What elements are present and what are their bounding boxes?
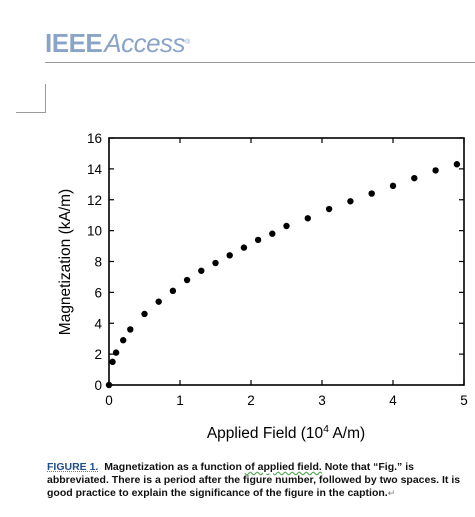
data-point <box>283 222 290 230</box>
data-point <box>198 267 205 274</box>
data-point <box>183 276 191 284</box>
x-axis-label: Applied Field (104 A/m) <box>207 423 365 442</box>
logo-access-text: Access <box>104 28 186 58</box>
data-point <box>109 358 116 366</box>
data-point <box>453 161 461 168</box>
x-axis-label-main: Applied Field (10 <box>207 425 324 442</box>
data-point <box>169 287 177 295</box>
data-point <box>141 310 148 318</box>
y-tick-label: 14 <box>87 162 103 177</box>
caption-figure-number: FIGURE 1. <box>47 461 99 473</box>
caption-title-end: of applied field. <box>244 461 322 473</box>
y-tick-label: 6 <box>94 285 102 300</box>
data-point <box>105 381 113 389</box>
x-axis-label-unit: A/m) <box>329 425 365 442</box>
data-point <box>120 337 127 344</box>
x-axis-ticks: 0 1 2 3 4 5 <box>105 138 468 408</box>
margin-corner-mark-vertical <box>45 84 46 112</box>
data-point <box>389 182 397 190</box>
y-axis-label: Magnetization (kA/m) <box>57 189 74 335</box>
data-points <box>105 161 461 389</box>
y-axis-ticks: 0 2 4 6 8 10 12 14 16 <box>87 131 464 393</box>
logo-ieee-text: IEEE <box>45 28 103 58</box>
data-point <box>240 244 248 251</box>
data-point <box>226 252 233 259</box>
x-axis-label-exponent: 4 <box>323 423 329 435</box>
data-point <box>112 349 120 356</box>
data-point <box>254 236 262 244</box>
y-tick-label: 10 <box>87 224 102 239</box>
caption-body: Note that “Fig.” is abbreviated. There i… <box>47 461 461 499</box>
margin-corner-mark-horizontal <box>16 112 46 113</box>
x-tick-label: 0 <box>105 393 113 408</box>
y-tick-label: 8 <box>94 255 102 270</box>
plot-frame <box>108 137 465 386</box>
data-point <box>432 167 439 174</box>
data-point <box>347 198 354 205</box>
x-tick-label: 3 <box>318 393 326 408</box>
y-tick-label: 4 <box>94 316 102 331</box>
data-point <box>368 190 375 197</box>
logo-registered-mark: ® <box>185 39 190 46</box>
data-point <box>212 259 219 267</box>
paragraph-mark: ↵ <box>387 487 396 498</box>
data-point <box>325 205 333 213</box>
x-tick-label: 2 <box>247 393 255 408</box>
data-point <box>269 230 276 237</box>
figure-caption: FIGURE 1. Magnetization as a function of… <box>47 461 467 499</box>
y-tick-label: 2 <box>94 347 102 362</box>
header-rule <box>45 62 475 63</box>
ieee-access-logo: IEEEAccess® <box>45 28 190 58</box>
data-point <box>127 326 134 333</box>
y-tick-label: 0 <box>94 378 102 393</box>
data-point <box>411 174 418 182</box>
y-tick-label: 12 <box>87 193 102 208</box>
x-tick-label: 1 <box>176 393 184 408</box>
data-point <box>304 215 311 222</box>
x-tick-label: 4 <box>389 393 397 408</box>
y-tick-label: 16 <box>87 131 102 146</box>
data-point <box>155 298 162 305</box>
caption-title-start: Magnetization as a function <box>104 461 245 473</box>
x-tick-label: 5 <box>460 393 468 408</box>
